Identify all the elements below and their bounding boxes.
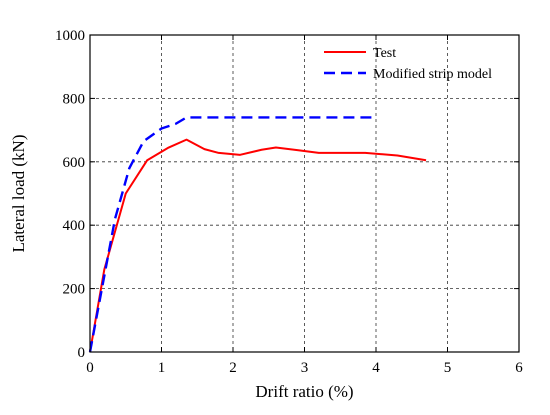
y-tick-label: 600 xyxy=(63,155,86,171)
legend: Test Modified strip model xyxy=(324,46,492,82)
tick-labels: 0 1 2 3 4 5 6 0 200 400 600 800 1000 xyxy=(55,28,523,376)
y-tick-label: 1000 xyxy=(55,28,85,44)
x-tick-label: 5 xyxy=(444,360,452,376)
x-tick-label: 1 xyxy=(158,360,166,376)
y-axis-label: Lateral load (kN) xyxy=(9,135,28,253)
x-axis-label: Drift ratio (%) xyxy=(255,382,353,401)
y-tick-label: 800 xyxy=(63,91,86,107)
y-tick-label: 400 xyxy=(63,218,86,234)
series-line-1 xyxy=(88,116,376,353)
legend-label-modified-strip-model: Modified strip model xyxy=(373,67,492,82)
y-tick-label: 0 xyxy=(78,345,86,361)
x-tick-label: 6 xyxy=(515,360,523,376)
series-layer xyxy=(88,116,427,353)
legend-label-test: Test xyxy=(373,46,396,61)
grid-lines xyxy=(90,35,519,352)
series-line-0 xyxy=(89,138,427,353)
x-tick-label: 4 xyxy=(372,360,380,376)
tick-marks xyxy=(89,34,520,353)
x-tick-label: 0 xyxy=(86,360,94,376)
x-tick-label: 2 xyxy=(229,360,237,376)
y-tick-label: 200 xyxy=(63,282,86,298)
x-tick-label: 3 xyxy=(301,360,309,376)
